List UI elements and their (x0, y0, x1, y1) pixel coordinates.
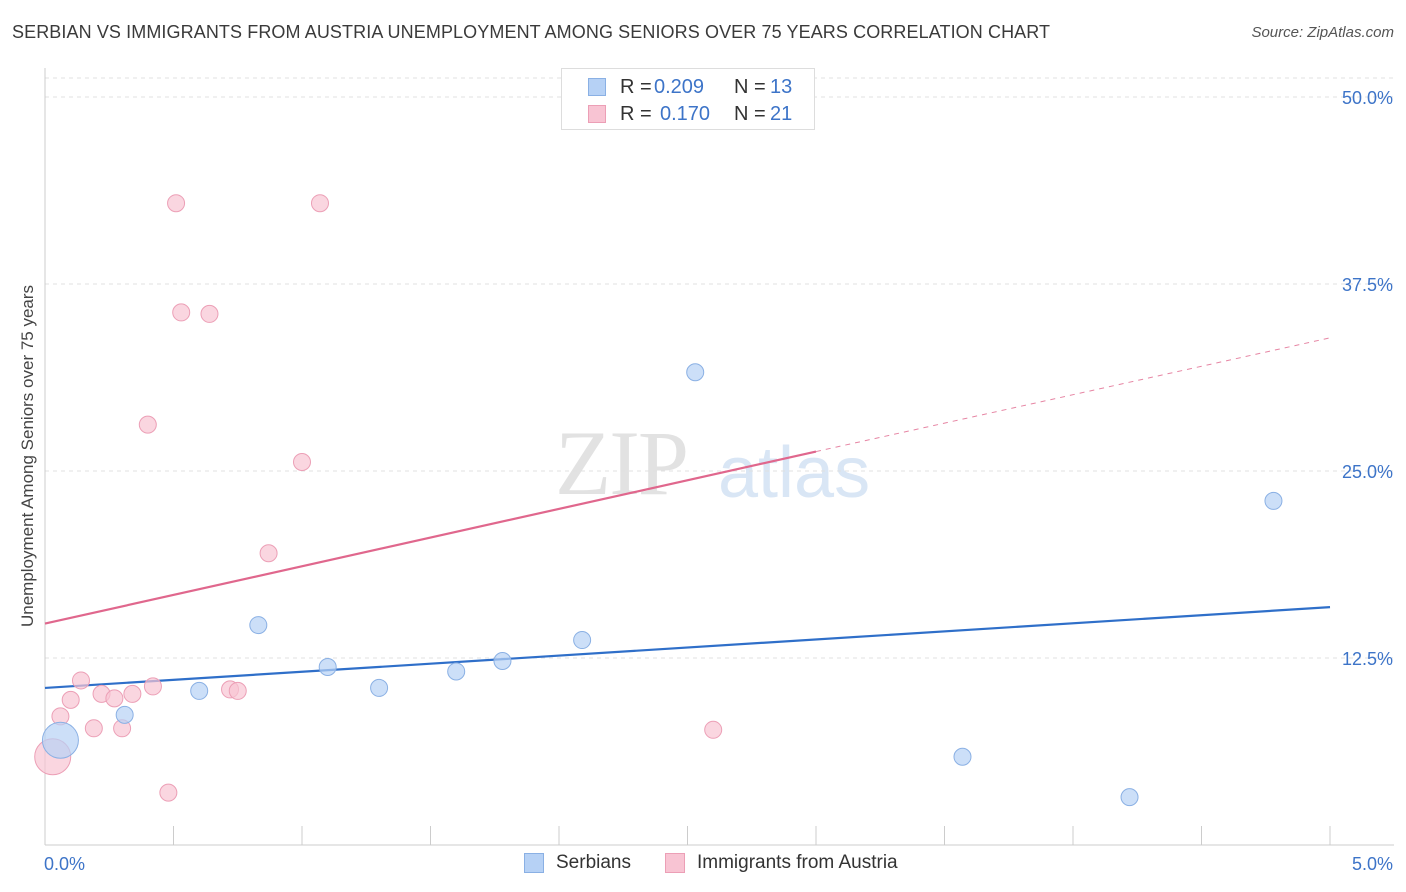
austria-point (259, 544, 278, 563)
austria-trend-extension (815, 337, 1331, 453)
austria-point (143, 677, 162, 696)
y-tick-label: 37.5% (1342, 275, 1393, 295)
legend-label-serbians: Serbians (556, 852, 631, 873)
serbians-swatch (588, 78, 606, 96)
serbians-point (447, 662, 466, 681)
austria-point (172, 303, 191, 322)
x-tick-label: 5.0% (1352, 854, 1393, 874)
y-tick-label: 25.0% (1342, 462, 1393, 482)
austria-swatch (588, 105, 606, 123)
watermark-zip: ZIP (555, 412, 689, 514)
austria-trend-line (44, 450, 817, 625)
austria-point (228, 681, 247, 700)
correlation-legend: R = 0.209 N = 13 R = 0.170 N = 21 (561, 68, 815, 130)
n-value: 21 (770, 103, 793, 125)
austria-point (310, 194, 329, 213)
austria-point (123, 684, 142, 703)
serbians-point (318, 657, 337, 676)
serbians-point (1120, 788, 1139, 807)
r-value: 0.170 (660, 103, 711, 125)
serbians-point (370, 678, 389, 697)
serbians-trend-line (44, 606, 1331, 690)
serbians-point (190, 681, 209, 700)
austria-legend-swatch (665, 853, 685, 873)
r-label: R = (620, 103, 652, 125)
serbians-point (686, 363, 705, 382)
austria-point (200, 304, 219, 323)
austria-point (105, 689, 124, 708)
austria-point (167, 194, 186, 213)
serbians-legend-swatch (524, 853, 544, 873)
serbians-point (1264, 491, 1283, 510)
y-tick-label: 12.5% (1342, 649, 1393, 669)
n-value: 13 (770, 76, 793, 98)
austria-point (704, 720, 723, 739)
serbians-point (115, 705, 134, 724)
serbians-point (953, 747, 972, 766)
austria-point (293, 453, 311, 472)
austria-point (71, 671, 90, 690)
x-tick-label: 0.0% (44, 854, 85, 874)
austria-point (61, 690, 80, 709)
chart-source: Source: ZipAtlas.com (1251, 24, 1394, 41)
serbians-point (41, 721, 79, 759)
legend-label-austria: Immigrants from Austria (697, 852, 898, 873)
austria-point (138, 415, 157, 434)
austria-point (84, 719, 103, 738)
serbians-point (573, 631, 592, 650)
serbians-point (493, 651, 512, 670)
watermark-atlas: atlas (718, 433, 871, 513)
serbians-point (249, 616, 268, 635)
n-label: N = (734, 76, 766, 98)
series-legend: Serbians Immigrants from Austria (0, 852, 1406, 878)
chart-title: SERBIAN VS IMMIGRANTS FROM AUSTRIA UNEMP… (12, 22, 1051, 42)
r-value: 0.209 (654, 76, 705, 98)
y-axis-label: Unemployment Among Seniors over 75 years (18, 284, 37, 628)
austria-point (159, 783, 178, 802)
n-label: N = (734, 103, 766, 125)
y-tick-label: 50.0% (1342, 88, 1393, 108)
r-label: R = (620, 76, 652, 98)
